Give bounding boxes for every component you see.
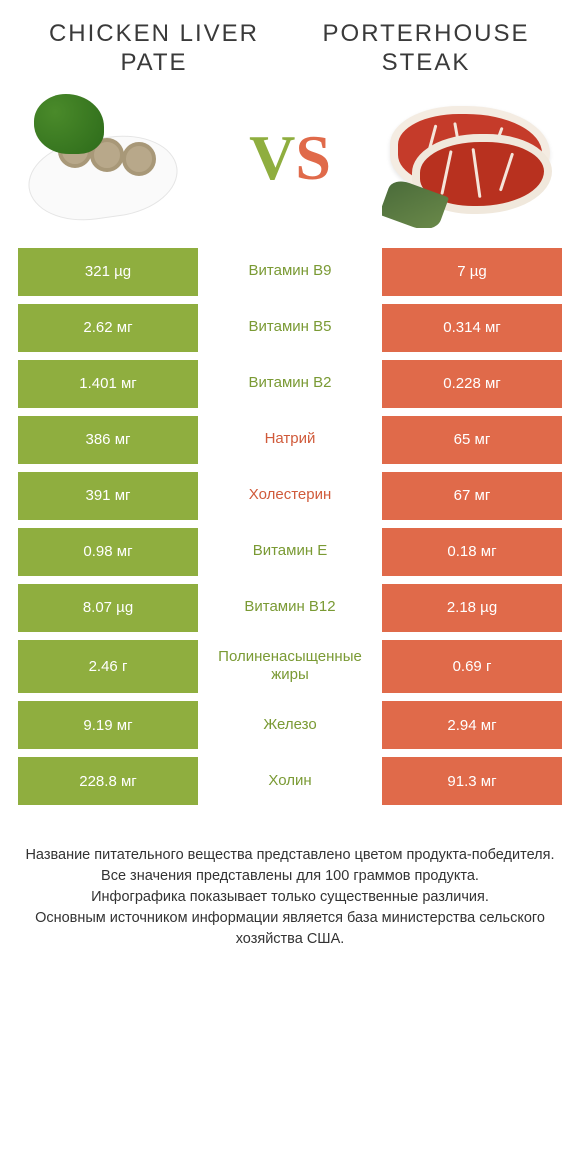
left-value-cell: 228.8 мг	[18, 757, 198, 805]
nutrient-name-cell: Витамин E	[198, 528, 382, 576]
left-value-cell: 8.07 µg	[18, 584, 198, 632]
nutrient-name-cell: Витамин B2	[198, 360, 382, 408]
table-row: 386 мгНатрий65 мг	[18, 416, 562, 464]
left-value-cell: 9.19 мг	[18, 701, 198, 749]
nutrient-name-cell: Витамин B12	[198, 584, 382, 632]
table-row: 8.07 µgВитамин B122.18 µg	[18, 584, 562, 632]
table-row: 2.62 мгВитамин B50.314 мг	[18, 304, 562, 352]
footer-line: Основным источником информации является …	[24, 908, 556, 950]
nutrient-name-cell: Витамин B5	[198, 304, 382, 352]
nutrient-name-cell: Холестерин	[198, 472, 382, 520]
right-value-cell: 0.314 мг	[382, 304, 562, 352]
left-value-cell: 1.401 мг	[18, 360, 198, 408]
table-row: 228.8 мгХолин91.3 мг	[18, 757, 562, 805]
right-value-cell: 0.18 мг	[382, 528, 562, 576]
title-right: PORTERHOUSE STEAK	[290, 20, 562, 78]
left-value-cell: 391 мг	[18, 472, 198, 520]
left-value-cell: 2.62 мг	[18, 304, 198, 352]
right-value-cell: 67 мг	[382, 472, 562, 520]
header-row: CHICKEN LIVER PATE PORTERHOUSE STEAK	[18, 20, 562, 78]
left-value-cell: 0.98 мг	[18, 528, 198, 576]
right-value-cell: 2.18 µg	[382, 584, 562, 632]
footer-line: Все значения представлены для 100 граммо…	[24, 866, 556, 887]
right-value-cell: 0.69 г	[382, 640, 562, 694]
table-row: 9.19 мгЖелезо2.94 мг	[18, 701, 562, 749]
images-row: VS	[18, 88, 562, 228]
vs-label: VS	[249, 121, 331, 195]
left-value-cell: 386 мг	[18, 416, 198, 464]
right-value-cell: 2.94 мг	[382, 701, 562, 749]
title-left: CHICKEN LIVER PATE	[18, 20, 290, 78]
nutrient-table: 321 µgВитамин B97 µg 2.62 мгВитамин B50.3…	[18, 248, 562, 806]
nutrient-name-cell: Железо	[198, 701, 382, 749]
nutrient-name-cell: Полиненасыщенные жиры	[198, 640, 382, 694]
table-row: 321 µgВитамин B97 µg	[18, 248, 562, 296]
nutrient-name-cell: Натрий	[198, 416, 382, 464]
left-food-image	[18, 88, 198, 228]
table-row: 2.46 гПолиненасыщенные жиры0.69 г	[18, 640, 562, 694]
right-value-cell: 65 мг	[382, 416, 562, 464]
infographic-container: CHICKEN LIVER PATE PORTERHOUSE STEAK VS	[0, 0, 580, 960]
right-value-cell: 0.228 мг	[382, 360, 562, 408]
nutrient-name-cell: Витамин B9	[198, 248, 382, 296]
table-row: 0.98 мгВитамин E0.18 мг	[18, 528, 562, 576]
footer-line: Название питательного вещества представл…	[24, 845, 556, 866]
right-value-cell: 91.3 мг	[382, 757, 562, 805]
right-value-cell: 7 µg	[382, 248, 562, 296]
vs-s-letter: S	[295, 122, 331, 193]
footer-notes: Название питательного вещества представл…	[18, 845, 562, 950]
footer-line: Инфографика показывает только существенн…	[24, 887, 556, 908]
table-row: 1.401 мгВитамин B20.228 мг	[18, 360, 562, 408]
right-food-image	[382, 88, 562, 228]
nutrient-name-cell: Холин	[198, 757, 382, 805]
left-value-cell: 321 µg	[18, 248, 198, 296]
left-value-cell: 2.46 г	[18, 640, 198, 694]
vs-v-letter: V	[249, 122, 295, 193]
table-row: 391 мгХолестерин67 мг	[18, 472, 562, 520]
